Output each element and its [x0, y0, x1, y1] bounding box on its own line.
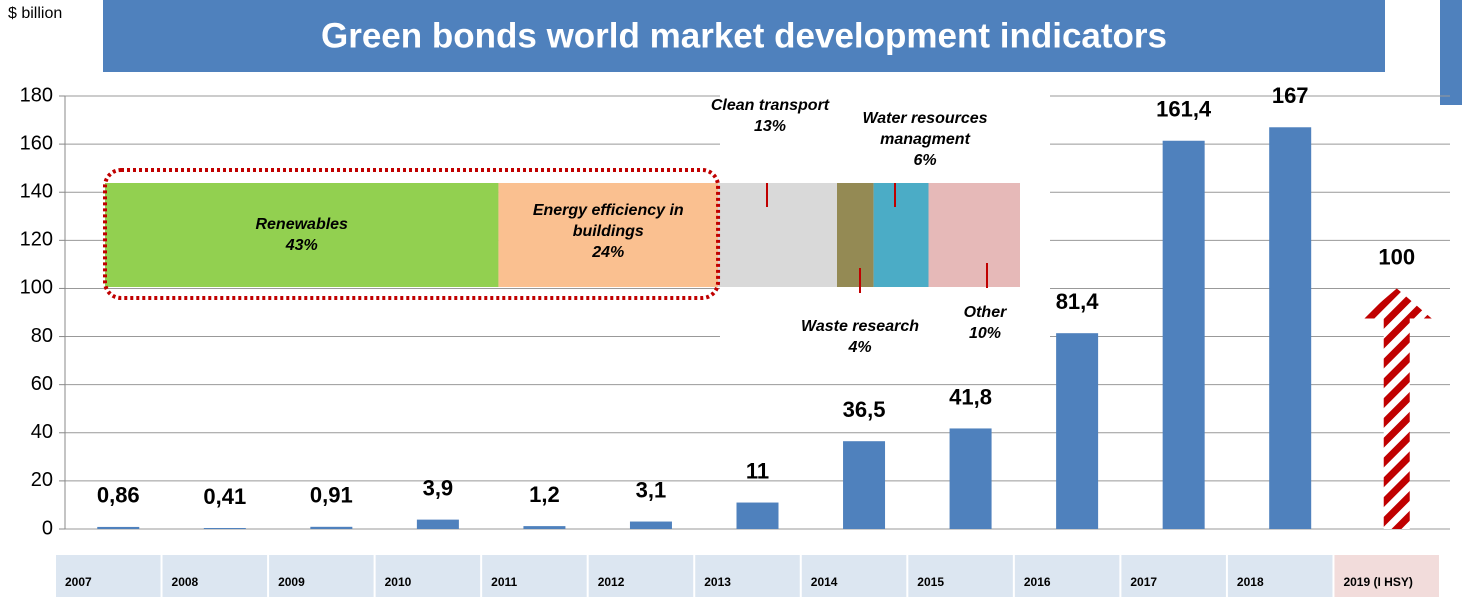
inset-segment [718, 183, 837, 287]
inset-label-name: Waste research [801, 318, 919, 335]
inset-label: Renewables 43% [212, 214, 392, 256]
value-label: 41,8 [949, 384, 992, 409]
category-cell [588, 555, 694, 597]
inset-label: Energy efficiency in buildings 24% [518, 200, 698, 263]
x-tick-label: 2011 [491, 575, 517, 589]
value-label: 36,5 [843, 397, 886, 422]
y-tick-label: 120 [20, 229, 53, 251]
inset-segment [837, 183, 874, 287]
value-label: 0,91 [310, 483, 353, 508]
side-box [1440, 0, 1462, 105]
x-tick-label: 2015 [917, 575, 944, 589]
bar [629, 521, 672, 529]
y-axis-label: $ billion [8, 5, 63, 22]
x-tick-label: 2012 [598, 575, 625, 589]
y-tick-label: 0 [42, 517, 53, 539]
category-cell [269, 555, 374, 597]
bar [1162, 140, 1205, 529]
y-tick-label: 80 [31, 325, 53, 347]
x-tick-label: 2014 [811, 575, 838, 589]
inset-label: Other 10% [925, 302, 1045, 344]
highlight-frame [103, 168, 721, 300]
category-cell [695, 555, 800, 597]
category-cell [482, 555, 587, 597]
x-tick-label: 2016 [1024, 575, 1051, 589]
inset-label-value: 13% [753, 118, 787, 135]
x-tick-label: 2013 [704, 575, 731, 589]
bar-arrow [1361, 288, 1432, 529]
x-tick-label: 2019 (I HSY) [1343, 575, 1412, 589]
bar [949, 428, 992, 529]
category-cell [1121, 555, 1226, 597]
value-label: 11 [746, 458, 769, 483]
x-tick-label: 2009 [278, 575, 305, 589]
bar [310, 526, 353, 529]
inset-label-name: Energy efficiency in buildings [532, 202, 684, 240]
category-cell [56, 555, 161, 597]
bar [843, 441, 886, 529]
inset-label-value: 24% [592, 244, 625, 261]
inset-label-value: 4% [848, 339, 872, 356]
category-cell [908, 555, 1013, 597]
bar [1269, 127, 1312, 530]
value-label: 1,2 [529, 482, 560, 507]
inset-label-name: Other [963, 304, 1007, 321]
x-tick-label: 2017 [1130, 575, 1157, 589]
bar [1056, 333, 1099, 529]
inset-label-value: 43% [285, 237, 318, 254]
inset-label: Water resources managment 6% [830, 108, 1020, 171]
inset-label-name: Water resources managment [862, 110, 988, 148]
category-cell [162, 555, 268, 597]
chart-title: Green bonds world market development ind… [321, 16, 1167, 55]
category-cell [375, 555, 481, 597]
y-tick-label: 140 [20, 181, 53, 203]
inset-label-value: 6% [913, 152, 937, 169]
y-tick-label: 20 [31, 469, 53, 491]
bar [97, 526, 140, 529]
bar [736, 502, 779, 529]
title-box [103, 0, 1385, 72]
inset-segment [105, 183, 499, 287]
value-label: 3,1 [636, 477, 667, 502]
bar [523, 526, 566, 529]
bar [203, 528, 246, 529]
inset-label-value: 10% [968, 325, 1002, 342]
value-label: 161,4 [1156, 97, 1212, 122]
y-tick-label: 180 [20, 84, 53, 106]
category-cell [1334, 555, 1439, 597]
value-label: 3,9 [423, 475, 454, 500]
x-tick-label: 2008 [172, 575, 199, 589]
category-cell [801, 555, 907, 597]
inset-label: Clean transport 13% [700, 95, 840, 137]
value-label: 81,4 [1056, 289, 1100, 314]
category-cell [1227, 555, 1333, 597]
y-tick-label: 100 [20, 277, 53, 299]
category-cell [1014, 555, 1120, 597]
x-tick-label: 2018 [1237, 575, 1264, 589]
x-tick-label: 2010 [385, 575, 412, 589]
y-tick-label: 40 [31, 421, 53, 443]
y-tick-label: 60 [31, 373, 53, 395]
inset-segment [873, 183, 929, 287]
value-label: 0,86 [97, 483, 140, 508]
bar [416, 519, 459, 529]
inset-segment [498, 183, 719, 287]
inset-label-name: Renewables [255, 216, 348, 233]
inset-segment [928, 183, 1020, 287]
value-label: 167 [1272, 83, 1309, 108]
inset-label-name: Clean transport [710, 97, 830, 114]
inset-label: Waste research 4% [775, 316, 945, 358]
value-label: 100 [1378, 244, 1415, 269]
x-tick-label: 2007 [65, 575, 92, 589]
value-label: 0,41 [203, 484, 246, 509]
y-tick-label: 160 [20, 132, 53, 154]
